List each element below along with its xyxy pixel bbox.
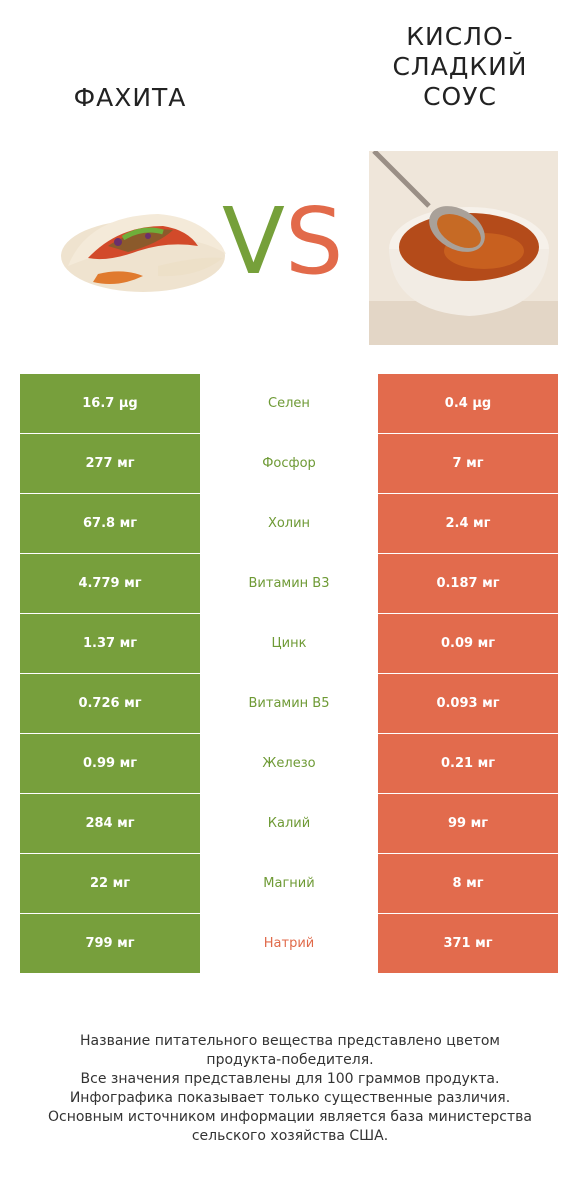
footnote-line: Инфографика показывает только существенн… <box>69 1090 511 1106</box>
fajita-wrap-image <box>61 214 226 292</box>
table-row: 1.37 мг Цинк 0.09 мг <box>20 613 558 674</box>
right-value-cell: 0.09 мг <box>378 613 558 674</box>
table-row: 0.99 мг Железо 0.21 мг <box>20 733 558 794</box>
nutrient-name-cell: Витамин B3 <box>200 553 378 614</box>
table-row: 16.7 µg Селен 0.4 µg <box>20 374 558 434</box>
nutrient-name-cell: Фосфор <box>200 433 378 494</box>
left-value-cell: 4.779 мг <box>20 553 200 614</box>
right-value-cell: 0.21 мг <box>378 733 558 794</box>
footnote-line: сельского хозяйства США. <box>191 1128 389 1144</box>
right-value-cell: 8 мг <box>378 853 558 914</box>
footnote: Название питательного вещества представл… <box>20 1032 560 1146</box>
footnote-line: Основным источником информации является … <box>48 1109 532 1125</box>
vs-s: S <box>284 188 344 295</box>
nutrient-name-cell: Селен <box>200 374 378 434</box>
left-value-cell: 799 мг <box>20 913 200 974</box>
nutrient-name-cell: Магний <box>200 853 378 914</box>
table-row: 67.8 мг Холин 2.4 мг <box>20 493 558 554</box>
right-value-cell: 7 мг <box>378 433 558 494</box>
nutrient-name-cell: Цинк <box>200 613 378 674</box>
right-value-cell: 0.187 мг <box>378 553 558 614</box>
table-row: 0.726 мг Витамин B5 0.093 мг <box>20 673 558 734</box>
footnote-line: Все значения представлены для 100 граммо… <box>80 1071 500 1087</box>
right-value-cell: 0.093 мг <box>378 673 558 734</box>
left-value-cell: 277 мг <box>20 433 200 494</box>
footnote-line: Название питательного вещества представл… <box>80 1033 500 1049</box>
right-value-cell: 99 мг <box>378 793 558 854</box>
left-food-title: ФАХИТА <box>73 83 187 112</box>
right-value-cell: 2.4 мг <box>378 493 558 554</box>
right-food-title-line: СЛАДКИЙ <box>392 52 528 81</box>
vs-label: VS <box>222 192 343 292</box>
left-value-cell: 0.99 мг <box>20 733 200 794</box>
left-value-cell: 22 мг <box>20 853 200 914</box>
nutrient-name-cell: Витамин B5 <box>200 673 378 734</box>
left-value-cell: 1.37 мг <box>20 613 200 674</box>
left-value-cell: 67.8 мг <box>20 493 200 554</box>
table-row: 799 мг Натрий 371 мг <box>20 913 558 974</box>
table-row: 22 мг Магний 8 мг <box>20 853 558 914</box>
nutrient-name-cell: Калий <box>200 793 378 854</box>
right-food-title: КИСЛО- СЛАДКИЙ СОУС <box>360 22 560 112</box>
nutrient-name-cell: Натрий <box>200 913 378 974</box>
table-row: 277 мг Фосфор 7 мг <box>20 433 558 494</box>
vs-v: V <box>222 188 285 295</box>
left-value-cell: 16.7 µg <box>20 374 200 434</box>
comparison-table: 16.7 µg Селен 0.4 µg 277 мг Фосфор 7 мг 67.8 м… <box>20 374 558 974</box>
right-food-title-line: СОУС <box>423 82 497 111</box>
nutrient-name-cell: Холин <box>200 493 378 554</box>
nutrient-name-cell: Железо <box>200 733 378 794</box>
right-value-cell: 371 мг <box>378 913 558 974</box>
left-value-cell: 284 мг <box>20 793 200 854</box>
table-row: 284 мг Калий 99 мг <box>20 793 558 854</box>
footnote-line: продукта-победителя. <box>206 1052 374 1068</box>
right-value-cell: 0.4 µg <box>378 374 558 434</box>
table-row: 4.779 мг Витамин B3 0.187 мг <box>20 553 558 614</box>
right-food-title-line: КИСЛО- <box>406 22 514 51</box>
sweet-sour-sauce-bowl-image <box>369 151 558 345</box>
left-value-cell: 0.726 мг <box>20 673 200 734</box>
